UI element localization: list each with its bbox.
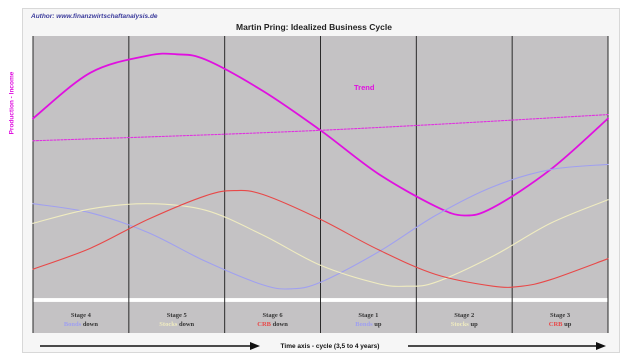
x-axis-label: Time axis - cycle (3,5 to 4 years)	[280, 343, 380, 350]
stage-dividers	[32, 36, 609, 333]
stage-asset: Stocks	[159, 321, 178, 328]
time-axis-arrow	[40, 342, 606, 350]
stage-label-1: Stage 4 Bonds down	[33, 311, 129, 329]
stage-label-3: Stage 6 CRB down	[225, 311, 321, 329]
stage-name: Stage 5	[166, 312, 187, 319]
series-lines	[32, 52, 609, 290]
series-line-crb	[32, 189, 609, 288]
trend-label: Trend	[354, 83, 375, 92]
stage-direction: down	[271, 321, 288, 328]
series-line-bonds	[32, 163, 609, 290]
series-line-stocks	[32, 199, 609, 287]
stage-direction: down	[81, 321, 98, 328]
stage-name: Stage 4	[70, 312, 91, 319]
chart-title: Martin Pring: Idealized Business Cycle	[236, 22, 392, 32]
stage-direction: up	[562, 321, 572, 328]
stage-asset: Bonds	[63, 321, 82, 328]
stage-label-6: Stage 3 CRB up	[512, 311, 608, 329]
author-credit: Author: www.finanzwirtschaftanalysis.de	[31, 13, 158, 20]
stage-name: Stage 1	[358, 312, 379, 319]
stage-label-2: Stage 5 Stocks down	[129, 311, 225, 329]
stage-direction: down	[177, 321, 195, 328]
stage-asset: CRB	[257, 321, 272, 328]
series-line-trend	[32, 114, 609, 142]
stage-asset: CRB	[548, 321, 563, 328]
stage-direction: up	[372, 321, 382, 328]
stage-name: Stage 3	[550, 312, 571, 319]
stage-asset: Bonds	[355, 321, 373, 328]
stage-asset: Stocks	[450, 321, 469, 328]
y-axis-label: Production - Income	[8, 71, 16, 135]
stage-name: Stage 2	[454, 312, 475, 319]
stage-name: Stage 6	[262, 312, 283, 319]
stage-label-5: Stage 2 Stocks up	[416, 311, 512, 329]
stage-label-4: Stage 1 Bonds up	[321, 311, 417, 329]
stage-direction: up	[468, 321, 478, 328]
